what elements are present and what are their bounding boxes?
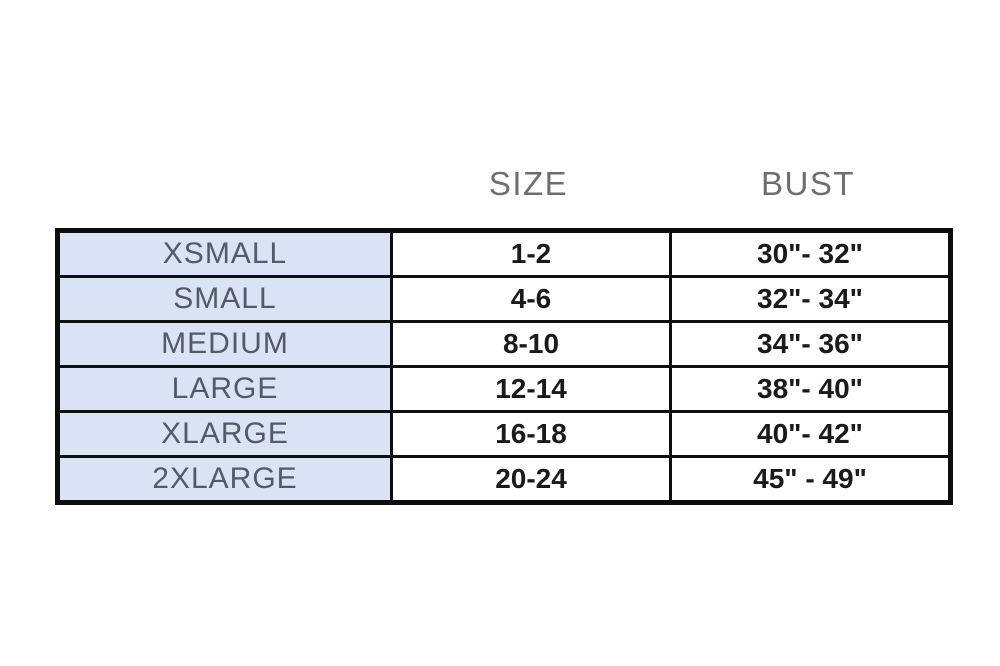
size-cell: 8-10 — [390, 320, 672, 368]
row-label-cell: XLARGE — [56, 410, 393, 458]
bust-cell: 30"- 32" — [669, 229, 952, 278]
table-row: LARGE 12-14 38"- 40" — [56, 365, 952, 413]
bust-cell: 40"- 42" — [669, 410, 952, 458]
bust-cell: 38"- 40" — [669, 365, 952, 413]
row-label-cell: XSMALL — [56, 229, 393, 278]
table-row: SMALL 4-6 32"- 34" — [56, 275, 952, 323]
row-label-cell: MEDIUM — [56, 320, 393, 368]
size-cell: 1-2 — [390, 229, 672, 278]
table-row: XSMALL 1-2 30"- 32" — [56, 229, 952, 278]
bust-cell: 34"- 36" — [669, 320, 952, 368]
bust-cell: 32"- 34" — [669, 275, 952, 323]
bust-column-header: BUST — [760, 165, 855, 202]
label-column-spacer — [55, 163, 389, 205]
table-row: XLARGE 16-18 40"- 42" — [56, 410, 952, 458]
table-row: 2XLARGE 20-24 45" - 49" — [56, 455, 952, 504]
row-label-cell: LARGE — [56, 365, 393, 413]
size-column-header: SIZE — [488, 165, 569, 202]
row-label-cell: 2XLARGE — [56, 455, 393, 504]
size-cell: 16-18 — [390, 410, 672, 458]
bust-cell: 45" - 49" — [669, 455, 952, 504]
size-cell: 20-24 — [390, 455, 672, 504]
table-row: MEDIUM 8-10 34"- 36" — [56, 320, 952, 368]
size-cell: 4-6 — [390, 275, 672, 323]
column-headers: SIZE BUST — [55, 163, 948, 205]
row-label-cell: SMALL — [56, 275, 393, 323]
size-chart-table: XSMALL 1-2 30"- 32" SMALL 4-6 32"- 34" M… — [55, 228, 953, 505]
size-cell: 12-14 — [390, 365, 672, 413]
